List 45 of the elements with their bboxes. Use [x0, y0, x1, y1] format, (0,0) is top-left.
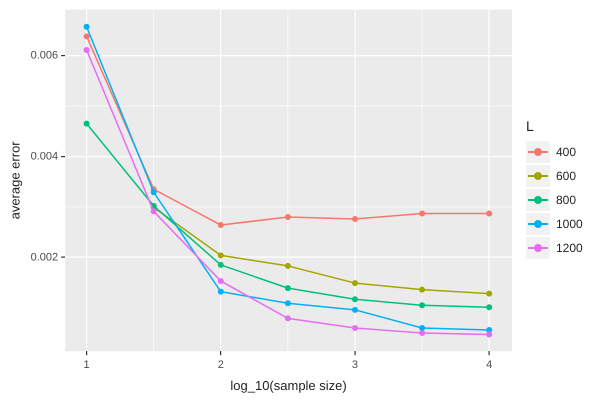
point — [284, 262, 291, 269]
point — [486, 290, 492, 297]
legend-label: 800 — [556, 193, 576, 207]
x-tick-label: 3 — [352, 358, 358, 371]
point — [84, 120, 90, 127]
point — [150, 189, 157, 196]
y-tick-label: 0.006 — [30, 50, 58, 62]
point — [352, 306, 358, 313]
x-tick-label: 4 — [486, 358, 492, 371]
point — [284, 300, 291, 306]
point — [284, 214, 291, 220]
point — [150, 208, 157, 214]
point — [284, 285, 291, 292]
point — [486, 304, 492, 310]
point — [419, 324, 426, 331]
point — [352, 296, 358, 302]
point — [84, 46, 90, 53]
point — [84, 33, 90, 40]
point — [486, 332, 492, 338]
point — [284, 315, 291, 322]
y-axis-title: average error — [7, 140, 22, 220]
point — [218, 222, 224, 228]
point — [84, 24, 90, 30]
legend-label: 600 — [556, 169, 576, 183]
legend-label: 1000 — [556, 217, 583, 231]
point — [352, 280, 358, 286]
point — [486, 210, 492, 216]
point — [419, 210, 426, 216]
y-tick-label: 0.004 — [30, 150, 58, 162]
x-axis-title: log_10(sample size) — [230, 378, 347, 393]
point — [352, 324, 358, 331]
point — [218, 278, 224, 284]
point — [352, 216, 358, 222]
x-tick-label: 2 — [218, 358, 224, 371]
legend-label: 400 — [556, 145, 576, 159]
point — [419, 330, 426, 336]
point — [218, 252, 224, 258]
point — [419, 286, 426, 293]
legend-title: L — [526, 118, 535, 134]
x-tick-label: 1 — [84, 358, 90, 371]
point — [419, 302, 426, 308]
point — [218, 288, 224, 295]
legend-label: 1200 — [556, 241, 583, 255]
point — [218, 262, 224, 268]
y-tick-label: 0.002 — [30, 251, 58, 264]
